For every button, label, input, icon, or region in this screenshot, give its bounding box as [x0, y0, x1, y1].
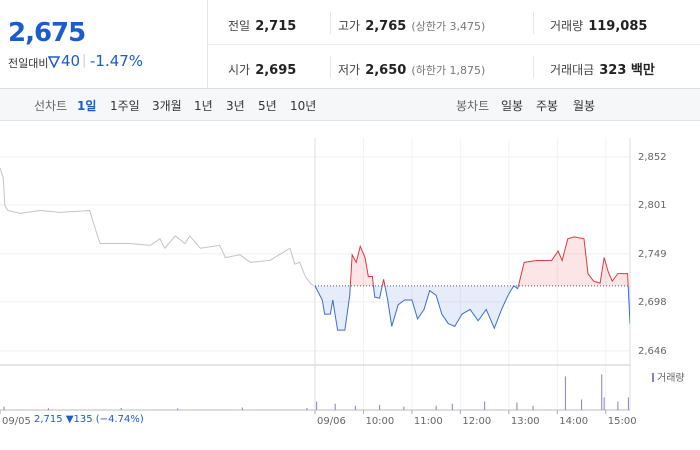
- stat-extra: (하한가 1,875): [411, 64, 486, 77]
- footnote-change: ▼135 (−4.74%): [65, 414, 144, 425]
- toolbar-label: 봉차트: [456, 99, 490, 113]
- footnote-close: 2,715: [34, 414, 63, 425]
- divider: [207, 0, 208, 88]
- tab[interactable]: 주봉: [536, 99, 559, 113]
- tab[interactable]: 10년: [290, 99, 317, 113]
- volume-bar: [603, 397, 605, 410]
- x-tick-label: 14:00: [559, 416, 588, 427]
- stat: 저가 2,650 (하한가 1,875): [338, 59, 485, 78]
- divider: [208, 44, 700, 45]
- price-line-up: [315, 236, 629, 286]
- stat-label: 시가: [228, 63, 251, 77]
- x-tick-label: 10:00: [365, 416, 394, 427]
- tab[interactable]: 일봉: [501, 99, 524, 113]
- stat-label: 저가: [338, 63, 361, 77]
- stat-value: 2,695: [255, 63, 297, 78]
- tab[interactable]: 1일: [77, 99, 97, 113]
- y-tick-label: 2,646: [638, 346, 667, 357]
- volume-bar: [47, 408, 49, 410]
- price: 2,675: [8, 18, 86, 48]
- divider: [330, 56, 331, 78]
- volume-bar: [484, 401, 486, 410]
- footnote: 2,715 ▼135 (−4.74%): [34, 414, 144, 425]
- sep: |: [82, 53, 87, 68]
- volume-bar: [306, 407, 308, 410]
- summary: 2,675 전일대비 40 | -1.47% 전일 2,715 고가 2,765…: [0, 0, 700, 89]
- price-line: [0, 167, 314, 287]
- y-tick-label: 2,801: [638, 200, 667, 211]
- stat: 전일 2,715: [228, 15, 296, 34]
- legend-swatch: [652, 373, 654, 382]
- stat-extra: (상한가 3,475): [411, 20, 486, 33]
- tab[interactable]: 1년: [194, 99, 213, 113]
- volume-bar: [435, 405, 437, 410]
- y-tick-label: 2,852: [638, 152, 667, 163]
- volume-bar: [617, 401, 619, 410]
- stat: 거래량 119,085: [550, 15, 647, 34]
- y-tick-label: 2,749: [638, 249, 667, 260]
- stat-value: 2,650: [365, 63, 407, 78]
- volume-bar: [241, 407, 243, 410]
- volume-bar: [354, 405, 356, 410]
- x-tick-label: 11:00: [414, 416, 443, 427]
- volume-bar: [334, 403, 336, 410]
- chart: 2,852 2,801 2,749 2,698 2,646 09/05 09/06 10:00…: [0, 138, 685, 427]
- volume-bar: [516, 402, 518, 410]
- tab[interactable]: 5년: [258, 99, 277, 113]
- change-pct: -1.47%: [90, 52, 144, 70]
- stat-value: 2,715: [255, 19, 297, 34]
- area-above: [350, 236, 629, 286]
- stat: 고가 2,765 (상한가 3,475): [338, 15, 485, 34]
- y-tick-label: 2,698: [638, 297, 667, 308]
- volume-bar: [601, 374, 603, 410]
- legend-label: 거래량: [657, 372, 685, 384]
- change: 40: [61, 52, 81, 70]
- volume-bar: [177, 408, 179, 410]
- stat-value: 323 백만: [599, 63, 655, 78]
- stat-label: 거래량: [550, 19, 584, 33]
- tab[interactable]: 3년: [226, 99, 245, 113]
- stat: 시가 2,695: [228, 59, 296, 78]
- price-line-down: [314, 285, 630, 331]
- divider: [533, 12, 534, 34]
- stat-value: 119,085: [588, 19, 648, 34]
- x-tick-label: 15:00: [608, 416, 637, 427]
- volume-bar: [532, 405, 534, 410]
- tab[interactable]: 월봉: [573, 99, 596, 113]
- toolbar-label: 선차트: [34, 99, 68, 113]
- change-label: 전일대비: [8, 57, 49, 70]
- x-tick-label: 09/06: [317, 416, 346, 427]
- stat: 거래대금 323 백만: [550, 59, 655, 78]
- stat-label: 전일: [228, 19, 251, 33]
- stat-label: 거래대금: [550, 63, 595, 77]
- volume-bar: [379, 404, 381, 410]
- toolbar: 선차트 봉차트 1일 1주일 3개월 1년 3년 5년 10년 일봉 주봉 월봉: [0, 89, 700, 121]
- stat-value: 2,765: [365, 19, 407, 34]
- tab[interactable]: 3개월: [152, 99, 182, 113]
- divider: [330, 12, 331, 34]
- divider: [533, 56, 534, 78]
- down-icon: [48, 56, 60, 68]
- volume-bar: [627, 397, 629, 410]
- volume-bar: [120, 407, 122, 410]
- volume-bar: [316, 401, 318, 410]
- volume-bar: [451, 403, 453, 410]
- x-tick-label: 12:00: [462, 416, 491, 427]
- stat-label: 고가: [338, 19, 361, 33]
- x-tick-label: 13:00: [511, 416, 540, 427]
- tab[interactable]: 1주일: [110, 99, 140, 113]
- volume-bar: [403, 406, 405, 410]
- x-tick-label: 09/05: [2, 416, 31, 427]
- volume-bar: [3, 406, 5, 410]
- volume-bar: [564, 376, 566, 410]
- volume-bar: [581, 399, 583, 410]
